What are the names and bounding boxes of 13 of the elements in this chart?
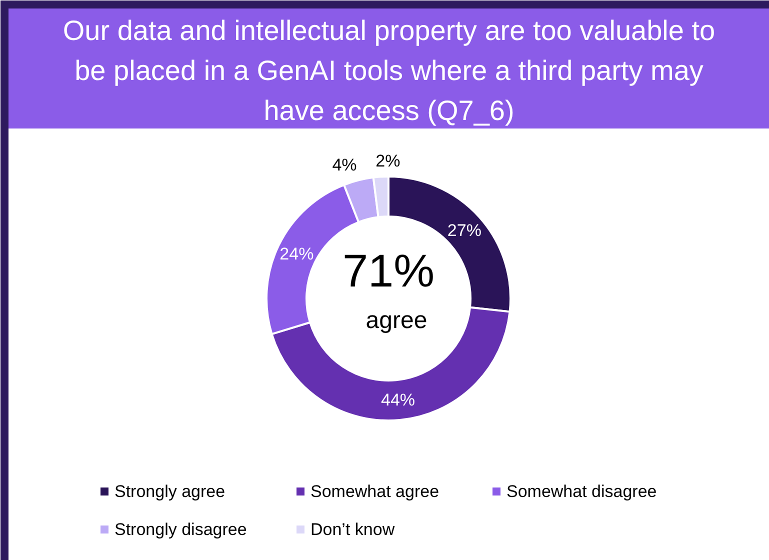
legend-label: Somewhat agree [310,482,440,501]
legend-label: Somewhat disagree [506,482,657,501]
legend-label: Don’t know [310,520,396,539]
text: agree [366,307,428,334]
chart-title: Our data and intellectual property are too valuable to be placed in a GenAI tools where a third party may have access (Q7_6) [62,15,716,126]
data-label: 4% [332,155,357,174]
data-label: 24% [280,244,314,264]
text: 71% [342,244,435,296]
data-label: 2% [376,151,400,170]
legend-label: Strongly disagree [114,520,247,539]
data-label: 44% [380,390,416,410]
data-label: 27% [447,220,482,240]
legend-label: Strongly agree [114,482,226,501]
